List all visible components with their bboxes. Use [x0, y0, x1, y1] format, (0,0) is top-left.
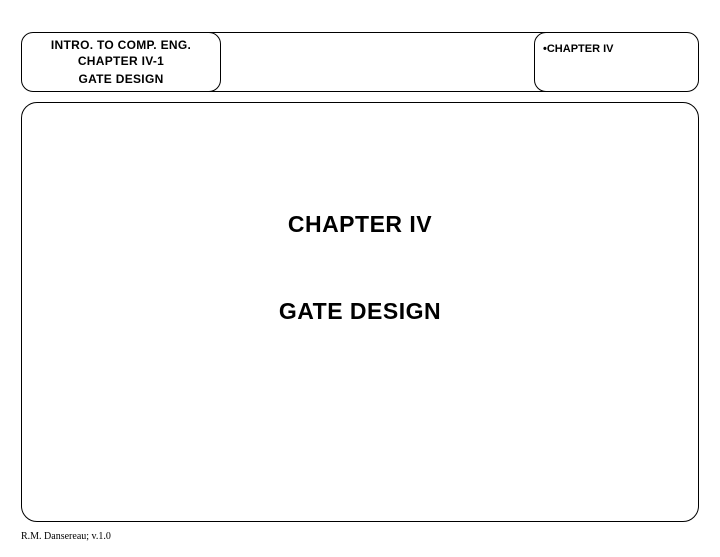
- main-subtitle: GATE DESIGN: [22, 298, 698, 325]
- header-right-box: •CHAPTER IV: [534, 32, 699, 92]
- main-title: CHAPTER IV: [22, 211, 698, 238]
- chapter-topic: GATE DESIGN: [78, 72, 163, 86]
- header-left-box: INTRO. TO COMP. ENG. CHAPTER IV-1 GATE D…: [21, 32, 221, 92]
- header-container: INTRO. TO COMP. ENG. CHAPTER IV-1 GATE D…: [21, 32, 699, 92]
- chapter-number: CHAPTER IV-1: [78, 54, 164, 68]
- course-title: INTRO. TO COMP. ENG.: [51, 38, 191, 52]
- chapter-label: CHAPTER IV: [547, 43, 614, 55]
- main-content-box: CHAPTER IV GATE DESIGN: [21, 102, 699, 522]
- footer-author-version: R.M. Dansereau; v.1.0: [21, 531, 111, 542]
- header-right-label: •CHAPTER IV: [543, 43, 613, 55]
